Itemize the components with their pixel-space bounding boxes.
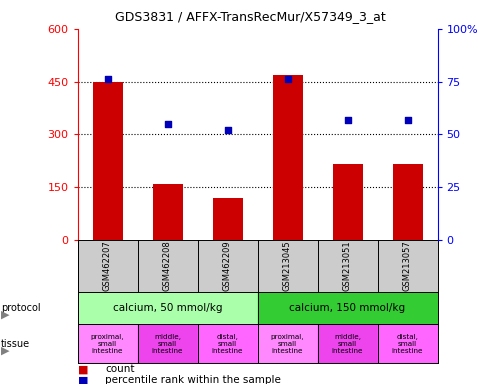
Bar [152, 184, 182, 240]
Text: GSM213057: GSM213057 [403, 240, 412, 291]
Text: tissue: tissue [1, 339, 30, 349]
Text: middle,
small
intestine: middle, small intestine [152, 334, 183, 354]
Point [344, 117, 351, 123]
Text: proximal,
small
intestine: proximal, small intestine [91, 334, 124, 354]
Point [404, 117, 411, 123]
Text: calcium, 150 mmol/kg: calcium, 150 mmol/kg [290, 303, 406, 313]
Text: middle,
small
intestine: middle, small intestine [332, 334, 363, 354]
Point [104, 76, 112, 83]
Bar [332, 164, 362, 240]
Bar [212, 198, 242, 240]
Text: ▶: ▶ [1, 346, 10, 356]
Bar [92, 81, 122, 240]
Text: distal,
small
intestine: distal, small intestine [212, 334, 243, 354]
Text: proximal,
small
intestine: proximal, small intestine [271, 334, 304, 354]
Text: percentile rank within the sample: percentile rank within the sample [105, 375, 281, 384]
Text: distal,
small
intestine: distal, small intestine [392, 334, 423, 354]
Text: GDS3831 / AFFX-TransRecMur/X57349_3_at: GDS3831 / AFFX-TransRecMur/X57349_3_at [114, 10, 386, 23]
Bar [138, 324, 198, 363]
Point [164, 121, 172, 127]
Text: GSM213045: GSM213045 [283, 241, 292, 291]
Text: ■: ■ [78, 375, 88, 384]
Point [284, 76, 292, 83]
Bar [378, 324, 438, 363]
Bar [392, 164, 422, 240]
Text: GSM213051: GSM213051 [343, 241, 352, 291]
Bar [258, 324, 318, 363]
Bar [198, 324, 258, 363]
Text: count: count [105, 364, 134, 374]
Bar [318, 324, 378, 363]
Text: ■: ■ [78, 364, 88, 374]
Text: ▶: ▶ [1, 310, 10, 320]
Text: GSM462209: GSM462209 [223, 241, 232, 291]
Point [224, 127, 232, 133]
Text: protocol: protocol [1, 303, 40, 313]
Text: GSM462208: GSM462208 [163, 240, 172, 291]
Bar [78, 292, 258, 324]
Text: calcium, 50 mmol/kg: calcium, 50 mmol/kg [113, 303, 222, 313]
Bar [272, 74, 302, 240]
Bar [78, 324, 138, 363]
Text: GSM462207: GSM462207 [103, 240, 112, 291]
Bar [258, 292, 438, 324]
